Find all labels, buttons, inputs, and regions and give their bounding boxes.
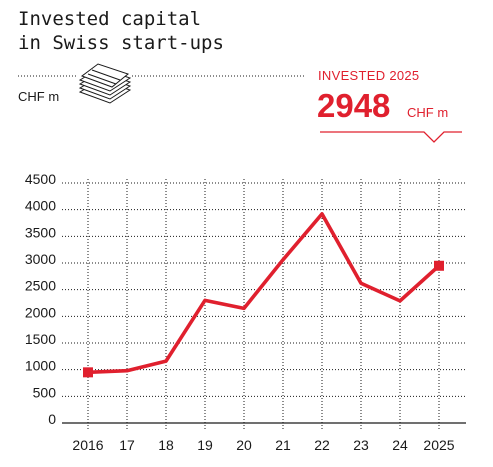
y-tick-label: 1000 bbox=[25, 358, 56, 374]
vertical-gridlines bbox=[87, 179, 440, 429]
chart-title-line2: in Swiss start-ups bbox=[18, 32, 224, 54]
x-tick-label: 18 bbox=[158, 437, 174, 453]
y-tick-label: 4000 bbox=[25, 198, 56, 214]
highlight-caption: INVESTED 2025 bbox=[318, 68, 419, 83]
series-layer bbox=[83, 212, 444, 378]
y-tick-label: 1500 bbox=[25, 331, 56, 347]
start-marker bbox=[83, 367, 93, 378]
highlight-callout-line bbox=[320, 131, 462, 143]
x-tick-label: 24 bbox=[392, 437, 408, 453]
x-tick-label: 20 bbox=[236, 437, 252, 453]
y-tick-label: 500 bbox=[33, 384, 57, 400]
chart-title-line1: Invested capital bbox=[18, 8, 201, 30]
y-tick-label: 3000 bbox=[25, 251, 56, 267]
unit-label: CHF m bbox=[18, 89, 59, 104]
x-axis-ticks: 2016 17 18 19 20 21 22 23 24 2025 bbox=[72, 437, 454, 453]
x-tick-label: 17 bbox=[119, 437, 135, 453]
x-tick-label: 23 bbox=[353, 437, 369, 453]
y-tick-label: 2500 bbox=[25, 278, 56, 294]
y-tick-label: 3500 bbox=[25, 224, 56, 240]
x-tick-label: 2016 bbox=[72, 437, 103, 453]
highlight-unit: CHF m bbox=[407, 105, 448, 120]
y-tick-label: 2000 bbox=[25, 304, 56, 320]
y-tick-label: 0 bbox=[48, 411, 56, 427]
highlight-value: 2948 bbox=[317, 87, 390, 124]
money-stack-icon bbox=[78, 63, 132, 104]
x-tick-label: 2025 bbox=[423, 437, 454, 453]
y-axis-ticks: 0 500 1000 1500 2000 2500 3000 3500 4000 4500 bbox=[25, 171, 56, 427]
series-line bbox=[86, 212, 441, 375]
y-tick-label: 4500 bbox=[25, 171, 56, 187]
x-tick-label: 22 bbox=[314, 437, 330, 453]
x-tick-label: 21 bbox=[275, 437, 291, 453]
end-marker bbox=[434, 260, 444, 271]
x-tick-label: 19 bbox=[197, 437, 213, 453]
horizontal-gridlines bbox=[62, 182, 466, 424]
